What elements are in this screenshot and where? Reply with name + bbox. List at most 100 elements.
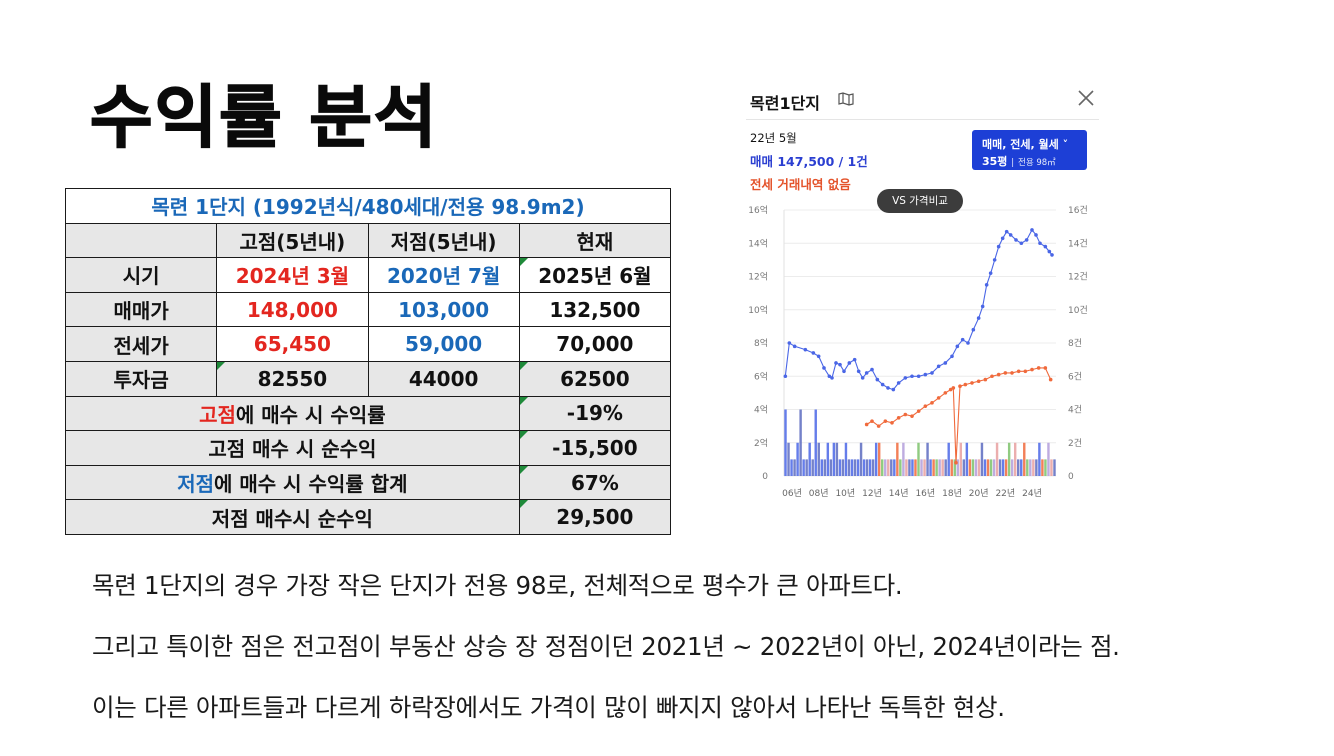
sale-price-point [1047, 249, 1052, 254]
summary-rest-high-return: 에 매수 시 수익률 [235, 402, 386, 427]
map-icon[interactable] [838, 92, 854, 106]
sale-price-point [923, 372, 928, 377]
header-high: 고점(5년내) [216, 222, 369, 259]
volume-bar [941, 459, 944, 476]
page-title: 수익률 분석 [89, 78, 439, 159]
table-title: 목련 1단지 (1992년식/480세대/전용 98.9m2) [65, 188, 671, 224]
volume-bar [986, 459, 990, 476]
volume-bar [835, 442, 839, 476]
x-tick-label: 10년 [835, 488, 855, 499]
volume-bar [856, 459, 860, 476]
y-right-tick-label: 0 [1068, 472, 1074, 482]
volume-bar [926, 442, 929, 476]
period-high: 2024년 3월 [216, 257, 369, 293]
summary-value-low-profit: 29,500 [518, 499, 672, 535]
volume-bar [847, 459, 851, 476]
sale-price-high: 148,000 [216, 291, 369, 328]
sale-price-point [1050, 253, 1054, 257]
jeonse-price-point [896, 416, 901, 420]
jeonse-price-point [916, 409, 921, 413]
x-tick-label: 22년 [995, 488, 1015, 499]
jeonse-price-point [990, 374, 994, 379]
investment-high: 82550 [216, 360, 369, 397]
jeonse-price-point [1010, 371, 1014, 375]
info-sale: 매매 147,500 / 1건 [750, 154, 868, 169]
jeonse-price-point [948, 387, 953, 392]
volume-bar [1023, 442, 1026, 476]
summary-value-high-profit: -15,500 [518, 430, 672, 466]
jeonse-price-current: 70,000 [518, 326, 672, 362]
volume-bar [998, 459, 1002, 476]
volume-bar [868, 459, 872, 476]
sale-price-point [943, 361, 948, 365]
sale-price-point [787, 341, 792, 345]
sale-price-point [936, 364, 941, 369]
volume-bar [938, 459, 941, 476]
filter-size: 35평 | 전용 98㎡ [982, 153, 1056, 169]
volume-bar [1047, 442, 1050, 476]
jeonse-price-point [954, 460, 958, 465]
volume-bar [929, 459, 932, 476]
description-line-2: 그리고 특이한 점은 전고점이 부동산 상승 장 정점이던 2021년 ~ 20… [92, 632, 1120, 661]
x-tick-label: 18년 [942, 488, 962, 499]
jeonse-price-point [870, 419, 874, 423]
sale-price-point [870, 367, 874, 372]
sale-price-low: 103,000 [367, 291, 520, 328]
volume-bar [914, 459, 917, 476]
volume-bar [793, 459, 796, 476]
jeonse-price-point [1048, 377, 1053, 382]
sale-price-point [856, 369, 861, 374]
sale-price-point [827, 374, 832, 379]
volume-bar [823, 459, 827, 476]
sale-price-point [960, 337, 965, 342]
sale-price-point [1043, 244, 1048, 249]
jeonse-price-point [883, 419, 888, 423]
volume-bar [877, 442, 881, 476]
volume-bar [1026, 459, 1029, 476]
sale-price-point [852, 357, 857, 362]
volume-bar [874, 442, 878, 476]
row-label-investment: 투자금 [64, 360, 218, 397]
investment-current: 62500 [518, 360, 672, 397]
sale-price-current: 132,500 [518, 291, 672, 328]
sale-price-point [1030, 228, 1034, 232]
filter-pyeong: 35평 [982, 155, 1008, 168]
volume-bar [974, 459, 978, 476]
sale-price-point [847, 361, 852, 365]
vs-compare-button[interactable]: VS 가격비교 [877, 189, 963, 213]
sale-price-point [910, 374, 914, 379]
trade-type-filter-button[interactable]: 매매, 전세, 월세 ˅ 35평 | 전용 98㎡ [972, 130, 1087, 170]
close-icon[interactable] [1076, 88, 1096, 108]
volume-bar [817, 442, 820, 476]
x-tick-label: 06년 [782, 488, 802, 499]
jeonse-price-point [890, 421, 894, 425]
summary-value-high-return: -19% [518, 395, 672, 432]
sale-price-point [984, 283, 989, 287]
info-date: 22년 5월 [750, 131, 797, 145]
sale-price-point [950, 354, 954, 359]
sale-price-point [822, 366, 826, 370]
volume-bar [802, 459, 805, 476]
y-left-tick-label: 6억 [754, 370, 768, 382]
jeonse-price-point [976, 379, 981, 384]
panel-title: 목련1단지 [750, 94, 821, 113]
volume-bar [814, 409, 817, 476]
y-right-tick-label: 14건 [1068, 238, 1088, 249]
y-right-tick-label: 6건 [1068, 371, 1082, 382]
filter-area: 전용 98㎡ [1018, 158, 1056, 168]
sale-price-point [992, 258, 997, 262]
volume-bar [893, 459, 896, 476]
volume-bar [784, 409, 787, 476]
investment-low: 44000 [367, 360, 520, 397]
x-tick-label: 08년 [809, 488, 829, 499]
volume-bar [844, 442, 848, 476]
price-chart[interactable]: 0 0 2억 2건 4억 4건 6억 6건 8억 8건 10억 10건 12억 12건 14억 14건 16억 1… [740, 78, 1105, 518]
sale-price-point [816, 354, 821, 359]
summary-label-low-profit: 저점 매수시 순수익 [65, 499, 520, 535]
sale-price-point [838, 362, 842, 367]
sale-price-point [830, 376, 834, 380]
y-left-tick-label: 10억 [748, 304, 768, 316]
volume-bar [1041, 459, 1044, 476]
volume-bar [808, 442, 811, 476]
summary-label-low-return: 저점에 매수 시 수익률 합계 [65, 464, 520, 501]
